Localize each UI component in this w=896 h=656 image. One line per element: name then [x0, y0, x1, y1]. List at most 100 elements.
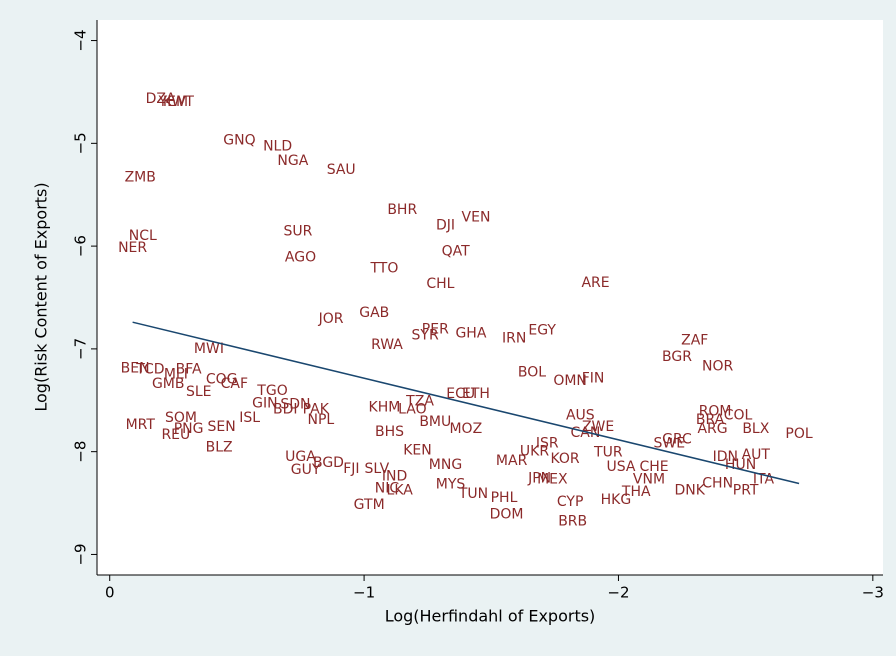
point-label: KEN [403, 443, 432, 459]
point-label: VEN [462, 209, 491, 225]
point-label: MNG [429, 457, 462, 473]
point-label: NGA [277, 153, 308, 169]
point-label: CHL [426, 276, 454, 292]
point-label: ROM [699, 404, 732, 420]
plot-area [97, 20, 883, 575]
point-label: COL [724, 408, 753, 424]
point-label: BGD [313, 455, 344, 471]
point-label: GIN [252, 395, 277, 411]
y-axis-title: Log(Risk Content of Exports) [32, 182, 51, 411]
point-label: PER [422, 321, 449, 337]
point-label: PAK [303, 402, 330, 418]
point-label: TTO [369, 261, 398, 277]
point-label: LAO [398, 402, 426, 418]
point-label: KWT [163, 94, 195, 110]
point-label: PNG [174, 421, 204, 437]
point-label: GAB [359, 305, 389, 321]
point-label: BHR [387, 202, 417, 218]
point-label: NLD [263, 138, 292, 154]
point-label: MLI [164, 367, 188, 383]
point-label: SWE [654, 435, 686, 451]
point-label: FIN [582, 371, 605, 387]
point-label: JPN [527, 470, 551, 486]
point-label: IRN [502, 331, 526, 347]
point-label: ARE [581, 275, 609, 291]
point-label: MRT [126, 417, 156, 433]
point-label: ISL [239, 410, 260, 426]
point-label: GMB [152, 376, 185, 392]
point-label: ECU [446, 386, 475, 402]
point-label: DJI [436, 218, 455, 234]
point-label: SDN [280, 396, 310, 412]
point-label: PHL [491, 490, 518, 506]
point-label: ITA [753, 471, 775, 487]
point-label: MAR [496, 453, 528, 469]
point-label: BRA [696, 412, 725, 428]
point-label: BFA [176, 361, 202, 377]
point-label: SYR [412, 328, 439, 344]
point-label: GNQ [223, 132, 255, 148]
y-tick-label: −4 [72, 29, 90, 51]
point-label: BMU [419, 414, 451, 430]
point-label: DZA [146, 91, 176, 107]
y-tick-label: −8 [72, 441, 90, 463]
point-label: NPL [307, 412, 334, 428]
y-tick-label: −9 [72, 543, 90, 565]
point-label: BEN [121, 360, 150, 376]
point-label: UGA [285, 449, 316, 465]
point-label: SEN [208, 419, 236, 435]
point-label: ZAF [681, 333, 708, 349]
point-label: USA [607, 459, 636, 475]
point-label: QAT [442, 243, 471, 259]
x-tick-label: −3 [862, 584, 884, 602]
fit-line [132, 321, 800, 485]
point-label: TCD [135, 361, 164, 377]
point-label: VNM [633, 471, 665, 487]
point-label: REU [161, 427, 190, 443]
point-label: SUR [284, 224, 313, 240]
point-label: BDI [273, 402, 298, 418]
point-label: HKG [601, 492, 632, 508]
y-tick-label: −6 [72, 235, 90, 257]
point-label: NOR [702, 358, 733, 374]
point-label: BRB [558, 514, 587, 530]
point-label: MYS [436, 477, 466, 493]
x-tick-label: −2 [607, 584, 629, 602]
point-label: BHS [375, 424, 404, 440]
x-axis-title: Log(Herfindahl of Exports) [385, 607, 596, 626]
point-label: CHN [702, 476, 733, 492]
point-label: ARG [697, 421, 727, 437]
point-label: ZWE [582, 419, 614, 435]
point-label: NCL [129, 228, 157, 244]
point-label: PRT [733, 483, 759, 499]
point-label: CAF [221, 376, 248, 392]
point-label: UKR [520, 444, 549, 460]
point-label: BLX [742, 421, 769, 437]
point-label: TUN [458, 486, 488, 502]
point-label: TZA [405, 393, 434, 409]
point-label: ETH [462, 386, 490, 402]
point-label: COG [206, 372, 238, 388]
point-label: THA [621, 484, 651, 500]
point-label: FJI [343, 461, 359, 477]
point-label: IDN [713, 449, 738, 465]
point-label: DNK [674, 483, 705, 499]
point-label: OMN [553, 373, 587, 389]
point-label: CAN [570, 425, 600, 441]
point-label: RWA [371, 337, 403, 353]
point-label: IND [382, 468, 407, 484]
point-label: GHA [455, 325, 486, 341]
point-label: AGO [285, 249, 316, 265]
point-label: ZMB [125, 169, 156, 185]
x-tick-label: −1 [353, 584, 375, 602]
point-label: KHM [369, 399, 401, 415]
point-label: NIC [375, 481, 400, 497]
point-label: AUS [566, 408, 595, 424]
point-label: DOM [490, 506, 524, 522]
point-label: EGY [528, 322, 556, 338]
point-label: HUN [725, 457, 756, 473]
point-label: TGO [256, 383, 287, 399]
x-tick-label: 0 [105, 584, 115, 602]
point-label: MWI [194, 341, 224, 357]
